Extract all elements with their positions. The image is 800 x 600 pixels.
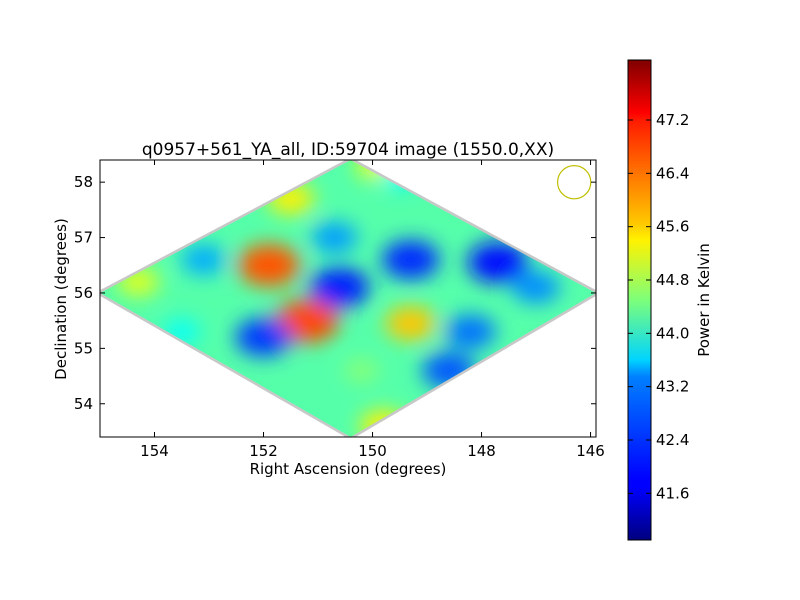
x-tick-label: 154 [140,442,169,460]
y-tick-label: 58 [74,173,93,191]
colorbar-label: Power in Kelvin [695,243,713,357]
heatmap-feature [382,240,440,280]
y-tick-label: 57 [74,229,93,247]
heatmap-image [100,160,596,437]
plot-title: q0957+561_YA_all, ID:59704 image (1550.0… [142,140,554,160]
chart-title: q0957+561_YA_all, ID:59704 image (1550.0… [142,140,554,160]
heatmap-feature [512,271,560,304]
colorbar-tick-label: 46.4 [656,164,689,182]
colorbar-tick-label: 44.0 [656,324,689,342]
colorbar-ticks: 41.6 42.4 43.2 44.0 44.8 45.6 46.4 47.2 [628,111,689,502]
heatmap-feature [235,318,292,357]
beam-marker [557,164,592,200]
heatmap-feature [344,359,379,382]
colorbar-gradient [627,59,652,541]
x-tick-label: 152 [249,442,278,460]
x-axis: 154 152 150 148 146 [140,160,605,460]
heatmap-feature [445,314,496,349]
x-axis-label: Right Ascension (degrees) [250,460,447,478]
colorbar-tick-label: 42.4 [656,431,689,449]
y-tick-label: 54 [74,395,93,413]
heatmap-feature [385,306,436,341]
x-tick-label: 146 [576,442,605,460]
heatmap-feature [310,267,370,308]
image-region-border [100,160,596,437]
heatmap-feature [311,222,358,254]
heatmap-feature [275,299,339,343]
y-tick-label: 55 [74,339,93,357]
axes-frame [99,159,597,438]
heatmap-feature [238,244,300,287]
colorbar-tick-label: 43.2 [656,378,689,396]
colorbar-tick-label: 45.6 [656,218,689,236]
y-axis: 54 55 56 57 58 [74,173,596,413]
colorbar: 41.6 42.4 43.2 44.0 44.8 45.6 46.4 47.2 Power i… [627,59,713,541]
y-tick-label: 56 [74,284,93,302]
y-axis-label: Declination (degrees) [52,218,70,380]
x-tick-label: 148 [467,442,496,460]
x-tick-label: 150 [358,442,387,460]
heatmap-feature [467,242,528,283]
colorbar-tick-label: 47.2 [656,111,689,129]
colorbar-tick-label: 44.8 [656,271,689,289]
heatmap-feature [181,244,227,275]
colorbar-tick-label: 41.6 [656,484,689,502]
